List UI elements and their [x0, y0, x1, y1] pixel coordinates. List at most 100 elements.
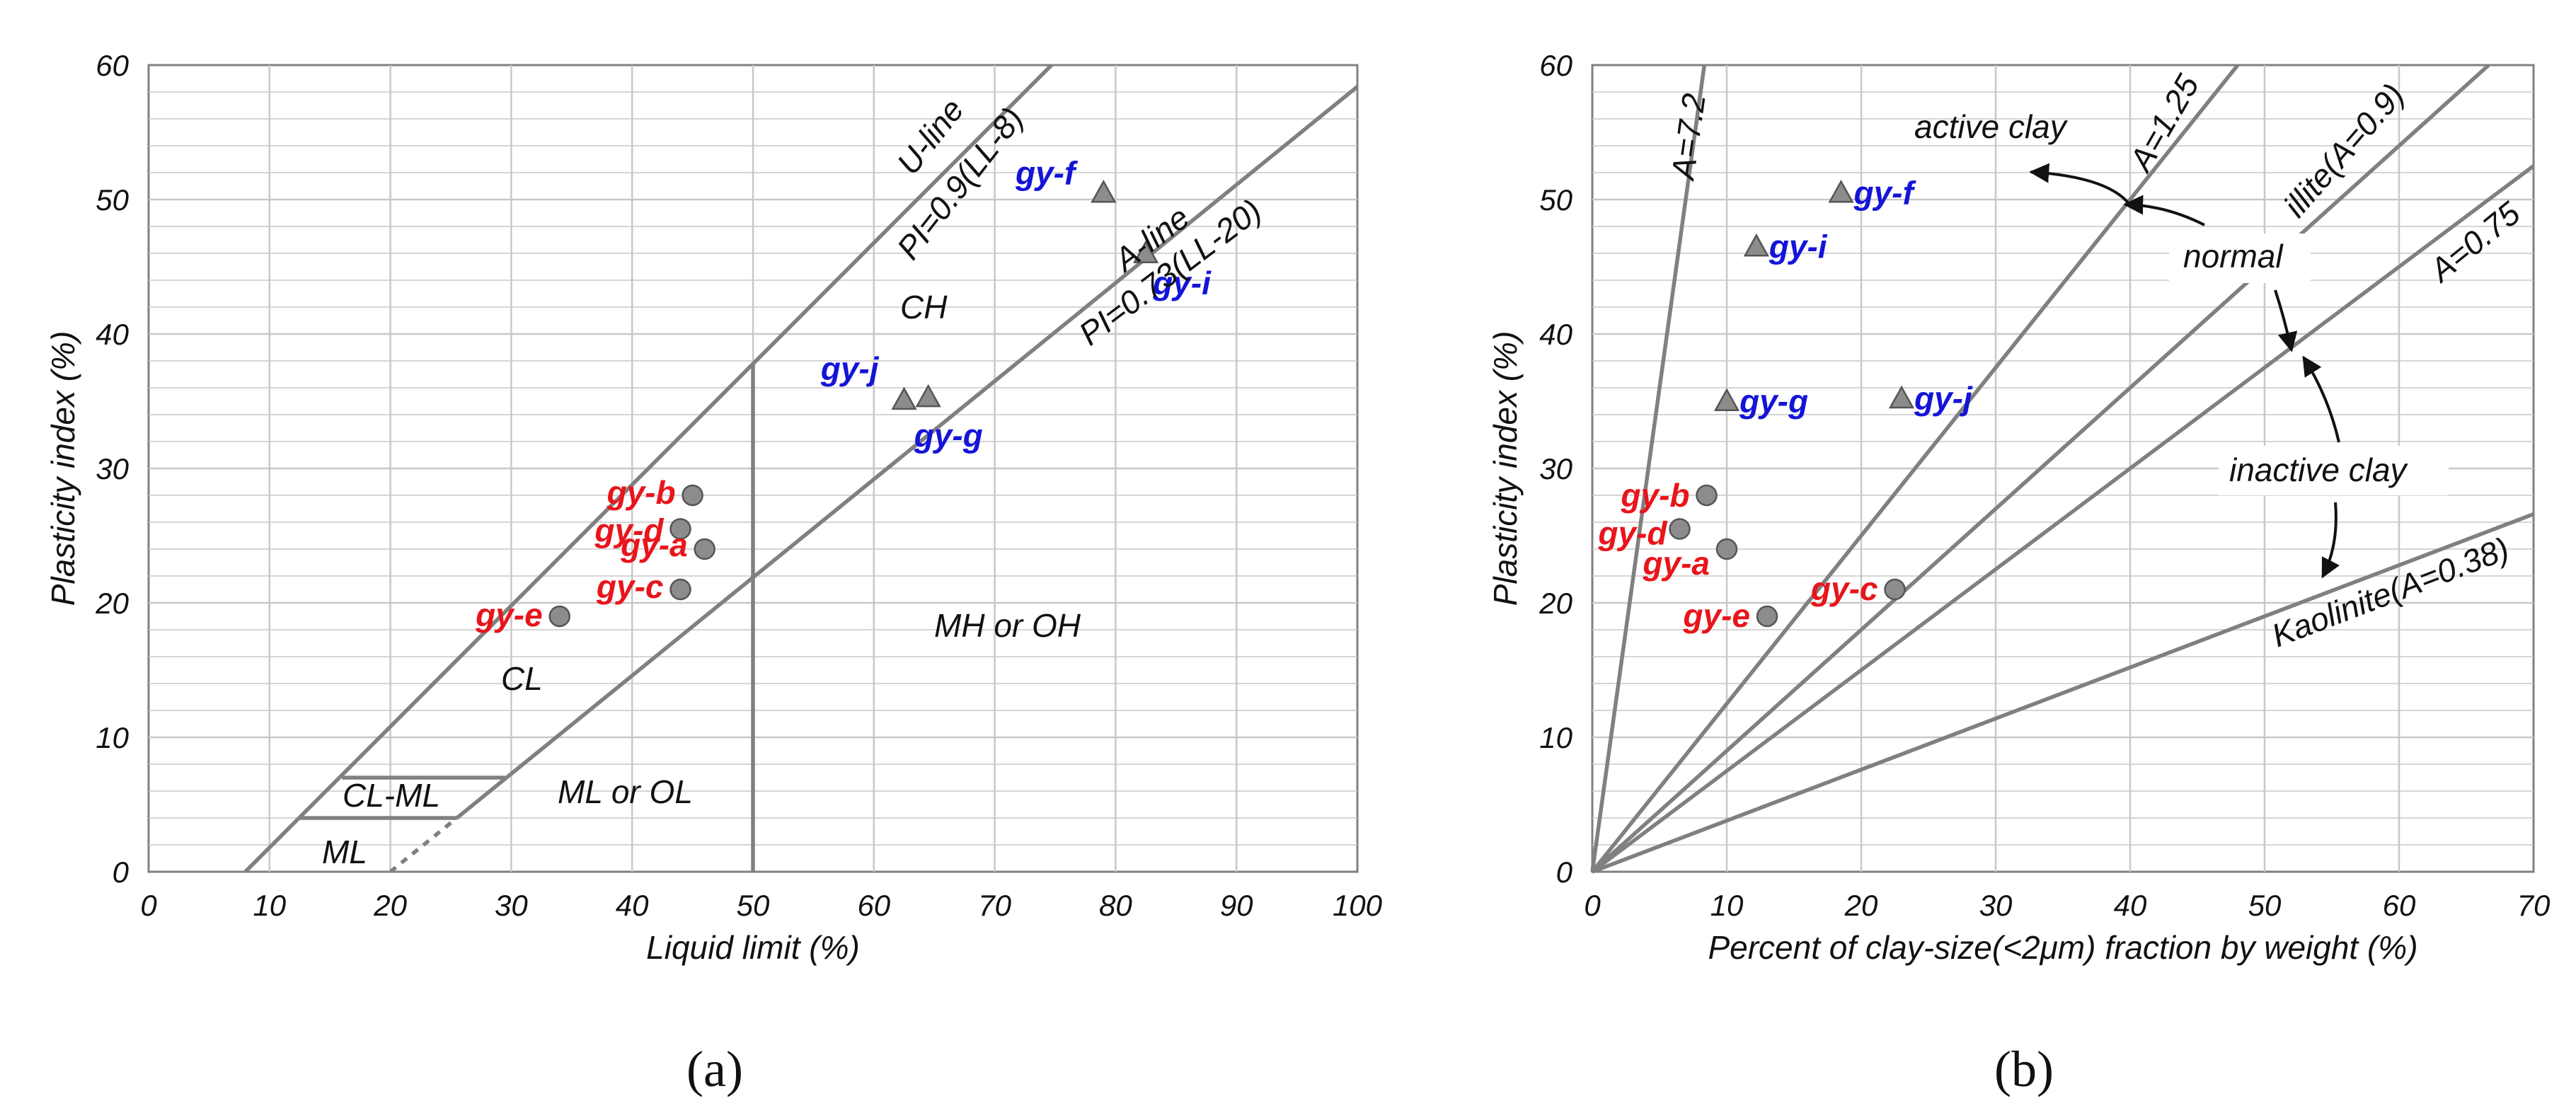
region-ml-or-ol: ML or OL — [558, 773, 693, 810]
point-label-gy-e: gy-e — [475, 597, 543, 633]
point-label-gy-i: gy-i — [1769, 229, 1828, 265]
point-gy-b — [1696, 484, 1718, 507]
point-gy-i — [1132, 240, 1159, 264]
point-label-gy-g: gy-g — [1739, 383, 1808, 420]
x-tick-label: 40 — [2114, 889, 2147, 922]
annotation-normal: normal — [2183, 238, 2284, 275]
region-cl-ml: CL-ML — [343, 777, 440, 814]
inactive-label-box — [2219, 446, 2449, 495]
normal-label-box — [2169, 234, 2311, 283]
annotation-active-clay: active clay — [1914, 108, 2069, 145]
x-tick-label: 10 — [1710, 889, 1744, 922]
panel-a-xlabel: Liquid limit (%) — [646, 929, 860, 966]
y-tick-label: 60 — [1539, 49, 1572, 82]
point-label-gy-g: gy-g — [914, 417, 983, 454]
x-tick-label: 10 — [253, 889, 286, 922]
point-label-gy-a: gy-a — [1642, 545, 1710, 582]
x-tick-label: 80 — [1099, 889, 1132, 922]
panel-a-caption: (a) — [686, 1041, 743, 1097]
x-tick-label: 90 — [1220, 889, 1253, 922]
a-line — [455, 85, 1359, 820]
point-label-gy-d: gy-d — [1597, 515, 1667, 552]
panel-a-lines — [243, 64, 1359, 874]
point-gy-j — [1888, 385, 1915, 409]
point-gy-f — [1091, 179, 1117, 203]
x-tick-label: 20 — [373, 889, 407, 922]
point-gy-a — [694, 538, 715, 560]
panel-b-grid — [1592, 65, 2534, 872]
x-tick-label: 30 — [495, 889, 528, 922]
x-tick-label: 70 — [2517, 889, 2551, 922]
panel-b-xlabel: Percent of clay-size(<2μm) fraction by w… — [1708, 929, 2417, 966]
point-label-gy-b: gy-b — [1620, 477, 1689, 514]
activity-line-kaolinite — [1592, 512, 2534, 874]
y-tick-label: 40 — [96, 318, 129, 351]
point-gy-d — [1669, 518, 1691, 540]
point-gy-g — [915, 384, 941, 408]
y-tick-label: 10 — [96, 721, 129, 754]
point-gy-b — [682, 484, 703, 507]
x-tick-label: 60 — [857, 889, 890, 922]
u-line — [243, 64, 1053, 873]
point-gy-d — [669, 518, 691, 540]
y-tick-label: 0 — [113, 855, 130, 889]
y-tick-label: 20 — [1539, 587, 1572, 620]
x-tick-label: 20 — [1844, 889, 1878, 922]
panel-a-ylabel: Plasticity index (%) — [45, 331, 81, 606]
activity-line-a-0-75 — [1591, 164, 2535, 874]
panel-a-points — [548, 179, 1159, 628]
panel-b-caption: (b) — [1994, 1041, 2054, 1097]
y-tick-label: 30 — [1539, 452, 1572, 485]
point-label-gy-j: gy-j — [1914, 380, 1973, 417]
arrow-inactive-to-kaolinite — [2321, 502, 2340, 579]
arrow-inactive-to-a075 — [2302, 355, 2340, 443]
arrow-normal-to-a125 — [2123, 195, 2205, 226]
point-label-gy-c: gy-c — [1810, 570, 1878, 607]
y-tick-label: 50 — [1539, 183, 1572, 217]
point-label-gy-c: gy-c — [596, 568, 664, 605]
arrow-normal-to-a075 — [2274, 289, 2298, 352]
panel-a-chart: 0 10 20 30 40 50 60 70 80 90 100 0 10 20 30 40 50 60 gy-a… — [45, 49, 1383, 1097]
x-tick-label: 50 — [2248, 889, 2282, 922]
x-tick-label: 60 — [2383, 889, 2416, 922]
panel-b-points — [1669, 179, 1915, 628]
panel-b-point-labels: gy-a gy-b gy-c gy-d gy-e gy-f gy-g gy-i gy-j — [1597, 175, 1973, 635]
panel-b-ylabel: Plasticity index (%) — [1487, 331, 1524, 606]
x-tick-label: 70 — [978, 889, 1011, 922]
x-tick-label: 0 — [140, 889, 157, 922]
y-tick-label: 30 — [96, 452, 129, 485]
y-tick-label: 0 — [1556, 855, 1573, 889]
point-label-gy-e: gy-e — [1682, 597, 1750, 634]
x-tick-label: 100 — [1333, 889, 1383, 922]
point-label-gy-i: gy-i — [1152, 265, 1212, 301]
point-gy-i — [1743, 233, 1769, 257]
y-tick-label: 10 — [1539, 721, 1572, 754]
panel-b-ticks: 0 10 20 30 40 50 60 70 0 10 20 30 40 50 60 — [1539, 49, 2551, 922]
activity-line-a-7-2 — [1590, 64, 1707, 872]
annotation-inactive-clay: inactive clay — [2229, 451, 2409, 488]
point-label-gy-d: gy-d — [594, 512, 664, 549]
point-gy-c — [669, 578, 691, 601]
point-gy-c — [1884, 578, 1906, 601]
point-gy-g — [1713, 388, 1740, 412]
region-cl: CL — [501, 660, 543, 697]
y-tick-label: 60 — [96, 49, 129, 82]
x-tick-label: 50 — [737, 889, 770, 922]
point-label-gy-f: gy-f — [1015, 155, 1079, 192]
y-tick-label: 40 — [1539, 318, 1572, 351]
point-gy-e — [1756, 605, 1778, 628]
panel-a-point-labels: gy-a gy-b gy-c gy-d gy-e gy-f gy-g gy-i gy-j — [475, 155, 1212, 634]
point-label-gy-j: gy-j — [820, 350, 880, 387]
point-gy-e — [548, 605, 570, 628]
point-label-gy-b: gy-b — [606, 474, 675, 511]
point-gy-a — [1715, 538, 1738, 560]
y-tick-label: 20 — [95, 587, 129, 620]
x-tick-label: 40 — [616, 889, 649, 922]
region-ml: ML — [322, 834, 367, 870]
activity-line-illite — [1591, 63, 2490, 874]
point-gy-j — [891, 386, 917, 410]
point-gy-f — [1828, 179, 1854, 203]
region-mh-or-oh: MH or OH — [934, 607, 1081, 644]
